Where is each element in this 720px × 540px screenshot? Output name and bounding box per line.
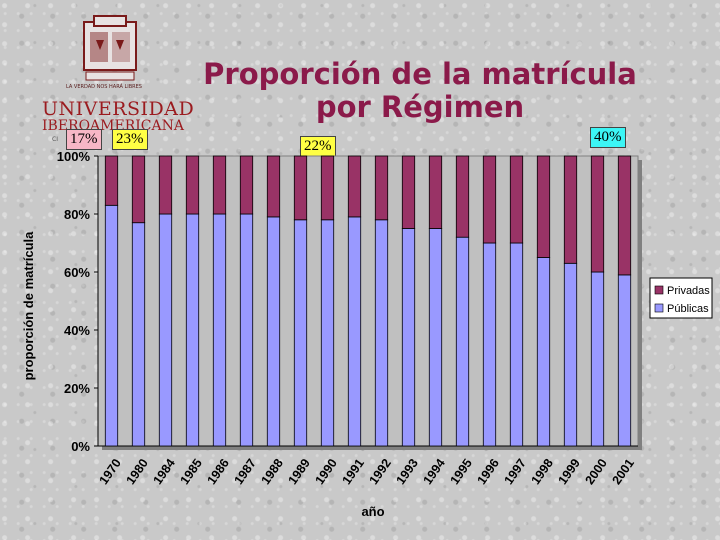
legend-label-publicas: Públicas	[667, 303, 709, 315]
bar-privadas	[374, 155, 389, 221]
bar-privadas	[590, 155, 605, 273]
bar-privadas	[617, 155, 632, 276]
bar-publicas	[320, 219, 335, 447]
x-tick-label: 1995	[448, 456, 475, 487]
bar-privadas	[185, 155, 200, 215]
bar-publicas	[158, 213, 173, 447]
y-axis-title: proporción de matrícula	[21, 231, 36, 381]
x-tick-label: 1996	[475, 456, 502, 487]
x-tick-label: 1988	[259, 456, 286, 487]
bar-privadas	[320, 155, 335, 221]
bar-privadas	[239, 155, 254, 215]
bar-privadas	[563, 155, 578, 264]
x-tick-label: 1999	[556, 456, 583, 487]
x-tick-label: 1970	[97, 456, 124, 487]
x-tick-label: 1987	[232, 456, 259, 487]
bar-publicas	[482, 242, 497, 447]
x-tick-label: 2001	[610, 456, 637, 487]
bar-publicas	[185, 213, 200, 447]
bar-publicas	[563, 262, 578, 447]
x-tick-label: 1986	[205, 456, 232, 487]
y-tick-label: 0%	[71, 439, 90, 454]
bar-privadas	[131, 155, 146, 224]
y-tick-label: 100%	[57, 149, 91, 164]
bar-publicas	[428, 228, 443, 447]
university-logo: LA VERDAD NOS HARÁ LIBRES UNIVERSIDAD IB…	[42, 12, 195, 143]
bar-privadas	[212, 155, 227, 215]
legend-label-privadas: Privadas	[667, 285, 710, 297]
slide-title: Proporción de la matrícula por Régimen	[203, 57, 637, 124]
x-tick-label: 1994	[421, 456, 448, 487]
logo-name-line3: CI	[52, 136, 58, 143]
x-tick-label: 1989	[286, 456, 313, 487]
bar-publicas	[590, 271, 605, 447]
bar-publicas	[401, 228, 416, 447]
y-tick-label: 20%	[64, 381, 90, 396]
callout-40: 40%	[590, 127, 626, 148]
bar-publicas	[455, 236, 470, 447]
y-tick-label: 60%	[64, 265, 90, 280]
x-tick-label: 2000	[583, 456, 610, 487]
x-tick-label: 1992	[367, 456, 394, 487]
bar-publicas	[617, 274, 632, 447]
crest-icon	[83, 15, 137, 81]
bar-privadas	[401, 155, 416, 229]
x-tick-label: 1998	[529, 456, 556, 487]
bar-privadas	[104, 155, 119, 206]
x-axis-title: año	[361, 504, 384, 519]
bar-privadas	[293, 155, 308, 221]
x-tick-label: 1990	[313, 456, 340, 487]
x-tick-label: 1984	[151, 456, 178, 487]
x-tick-label: 1993	[394, 456, 421, 487]
bar-publicas	[104, 204, 119, 447]
bar-publicas	[293, 219, 308, 447]
bar-publicas	[212, 213, 227, 447]
x-tick-label: 1985	[178, 456, 205, 487]
plot-area	[97, 155, 639, 447]
bar-privadas	[482, 155, 497, 244]
legend-swatch-privadas	[654, 285, 664, 295]
callout-17: 17%	[66, 129, 102, 150]
legend-swatch-publicas	[654, 303, 664, 313]
bar-privadas	[347, 155, 362, 218]
bar-privadas	[536, 155, 551, 258]
y-tick-label: 80%	[64, 207, 90, 222]
bar-privadas	[455, 155, 470, 238]
bar-publicas	[509, 242, 524, 447]
x-tick-label: 1980	[124, 456, 151, 487]
x-tick-label: 1997	[502, 456, 529, 487]
bar-publicas	[347, 216, 362, 447]
bar-publicas	[266, 216, 281, 447]
bar-privadas	[158, 155, 173, 215]
bar-publicas	[239, 213, 254, 447]
logo-motto: LA VERDAD NOS HARÁ LIBRES	[66, 84, 142, 90]
callout-23: 23%	[112, 129, 148, 150]
bar-publicas	[131, 222, 146, 447]
bar-privadas	[509, 155, 524, 244]
x-tick-label: 1991	[340, 456, 367, 487]
bar-privadas	[428, 155, 443, 229]
bar-privadas	[266, 155, 281, 218]
y-tick-label: 40%	[64, 323, 90, 338]
logo-name-line1: UNIVERSIDAD	[42, 98, 195, 120]
bar-publicas	[374, 219, 389, 447]
bar-publicas	[536, 257, 551, 447]
